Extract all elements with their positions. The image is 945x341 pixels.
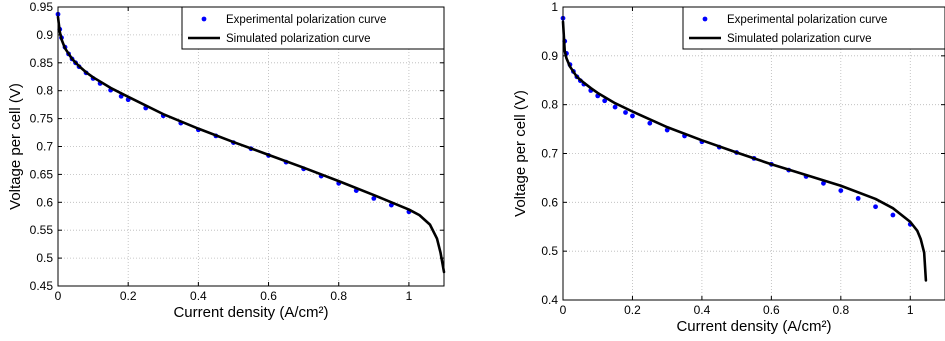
legend: Experimental polarization curve Simulated…	[682, 6, 945, 50]
y-tick-label: 0.6	[541, 195, 558, 209]
y-tick-label: 0.85	[30, 56, 54, 70]
y-tick-label: 0.9	[541, 49, 558, 63]
x-tick-label: 0.8	[832, 303, 849, 317]
experimental-data-point	[612, 104, 618, 110]
y-axis-label: Voltage per cell (V)	[7, 83, 24, 210]
y-tick-label: 0.5	[541, 244, 558, 258]
legend-marker-swatch	[201, 16, 207, 22]
experimental-data-point	[623, 110, 628, 115]
experimental-data-point	[647, 120, 653, 126]
y-axis-label: Voltage per cell (V)	[512, 90, 529, 217]
y-tick-label: 0.7	[541, 147, 558, 161]
simulated-curve-line	[561, 20, 928, 282]
x-tick-label: 0.4	[694, 303, 711, 317]
x-tick-label: 0.2	[624, 303, 641, 317]
x-tick-label: 1	[907, 303, 914, 317]
experimental-data-point	[873, 204, 878, 210]
y-tick-label: 0.7	[36, 140, 53, 154]
x-tick-label: 0.6	[763, 303, 780, 317]
legend-entry-label: Simulated polarization curve	[727, 33, 871, 45]
y-tick-label: 0.95	[30, 0, 54, 14]
simulated-curve-line	[56, 15, 446, 274]
y-tick-label: 1	[551, 0, 558, 14]
y-tick-label: 0.45	[30, 279, 54, 293]
legend-entry-label: Simulated polarization curve	[226, 33, 370, 45]
x-tick-label: 0.2	[120, 289, 137, 303]
legend-box	[682, 6, 945, 50]
y-tick-label: 0.8	[541, 98, 558, 112]
chart-2: 0 0.2 0.4 0.6 0.8 1 0.4 0.5 0.6 0.7 0.8 0.9 1 Current…	[512, 0, 945, 335]
y-tick-label: 0.6	[36, 195, 53, 209]
experimental-data-point	[371, 195, 377, 201]
x-tick-label: 0.8	[330, 289, 347, 303]
x-tick-label: 0.6	[260, 289, 277, 303]
y-tick-label: 0.5	[36, 251, 53, 265]
legend-entry-label: Experimental polarization curve	[226, 14, 386, 26]
x-axis-label: Current density (A/cm²)	[173, 304, 328, 321]
x-tick-label: 1	[406, 289, 413, 303]
legend-marker-swatch	[702, 16, 708, 22]
experimental-data-point	[855, 196, 861, 201]
x-tick-label: 0	[55, 289, 62, 303]
y-tick-label: 0.75	[30, 112, 54, 126]
experimental-data-point	[630, 113, 635, 119]
x-axis-label: Current density (A/cm²)	[676, 318, 831, 335]
chart-1: 0 0.2 0.4 0.6 0.8 1 0.45 0.5 0.55 0.6 0.65 0.7 0.75 0…	[7, 0, 446, 321]
experimental-data-point	[838, 188, 844, 194]
experimental-data-point	[602, 98, 608, 104]
y-tick-label: 0.4	[541, 293, 558, 307]
x-tick-label: 0.4	[190, 289, 207, 303]
experimental-data-point	[890, 212, 896, 218]
legend-entry-label: Experimental polarization curve	[727, 14, 887, 26]
legend-box	[181, 6, 445, 50]
x-tick-label: 0	[560, 303, 567, 317]
y-tick-label: 0.65	[30, 167, 54, 181]
y-tick-label: 0.8	[36, 84, 53, 98]
y-tick-label: 0.9	[36, 28, 53, 42]
y-tick-label: 0.55	[30, 223, 54, 237]
legend: Experimental polarization curve Simulated…	[181, 6, 445, 50]
